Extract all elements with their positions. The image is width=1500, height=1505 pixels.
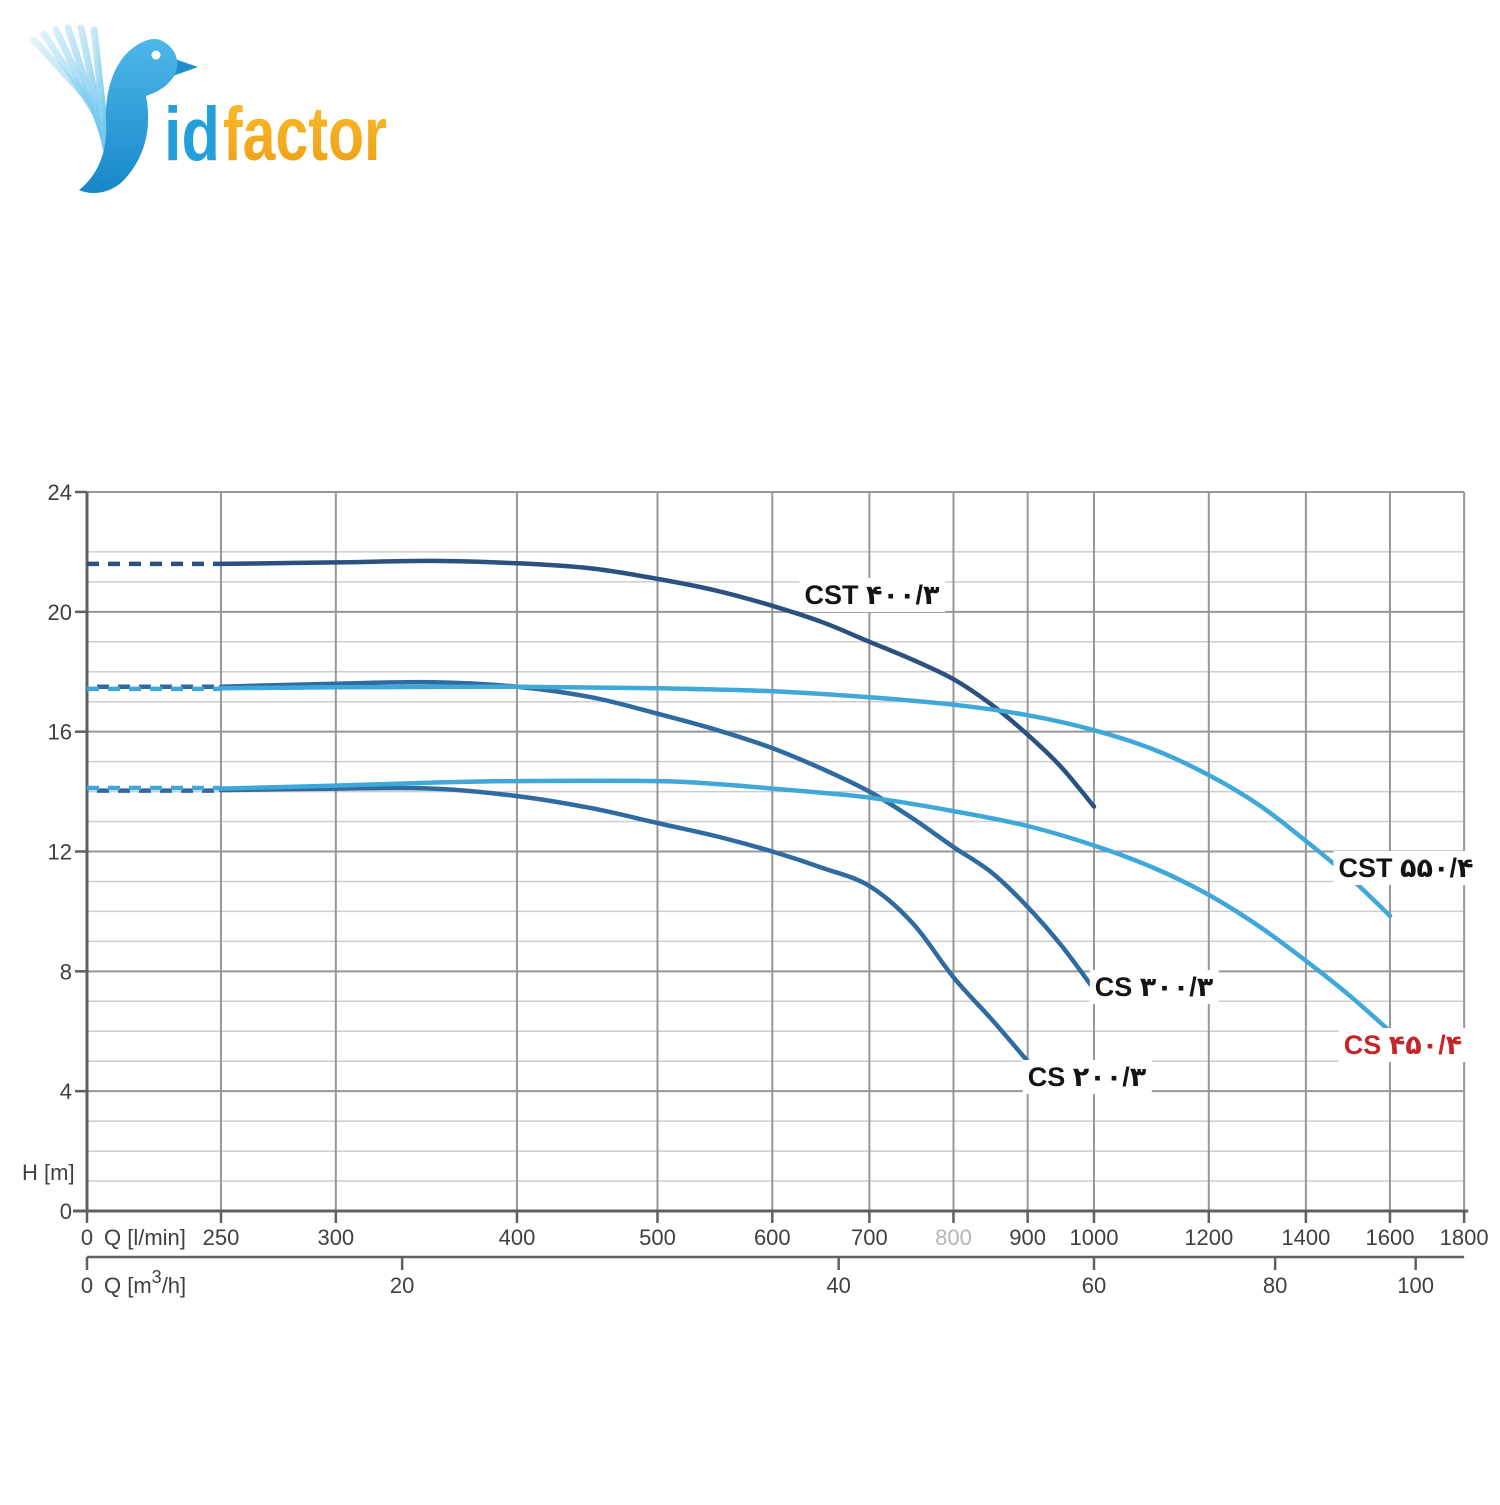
vidfactor-logo: id factor: [30, 24, 387, 194]
x-axis-unit-label: Q [l/min]: [104, 1225, 186, 1250]
x-tick-label: 1200: [1184, 1225, 1233, 1250]
curve-CST-550-4: [218, 684, 1393, 919]
x-tick-label: 800: [935, 1225, 972, 1250]
x2-tick-label: 100: [1397, 1273, 1434, 1298]
x-tick-label: 1000: [1070, 1225, 1119, 1250]
curve-label-CS-450-4: CS ۴۵۰/۴: [1344, 1030, 1462, 1060]
x2-tick-label: 80: [1263, 1273, 1287, 1298]
bird-icon: [30, 24, 198, 194]
x-tick-label: 1600: [1365, 1225, 1414, 1250]
curve-label-halo: [1022, 1060, 1152, 1094]
x-tick-label: 400: [499, 1225, 536, 1250]
x-tick-label: 500: [639, 1225, 676, 1250]
y-tick-label: 12: [48, 840, 72, 865]
x-tick-label: 900: [1009, 1225, 1046, 1250]
y-tick-label: 16: [48, 720, 72, 745]
curve-label-CST-550-4: CST ۵۵۰/۴: [1339, 853, 1474, 883]
y-tick-label: 24: [48, 480, 72, 505]
curve-label-halo: [1338, 1028, 1468, 1062]
x2-tick-label: 40: [826, 1273, 850, 1298]
x2-tick-label: 60: [1082, 1273, 1106, 1298]
x-tick-label: 1800: [1440, 1225, 1489, 1250]
curve-label-halo: [1333, 851, 1479, 885]
x2-axis-unit-label: Q [m3/h]: [104, 1267, 186, 1298]
curve-CS-300-3: [218, 679, 1097, 992]
x-tick-label: 300: [317, 1225, 354, 1250]
curve-CS-450-4: [218, 778, 1393, 1034]
curve-label-halo: [1089, 970, 1219, 1004]
x-tick-label: 700: [851, 1225, 888, 1250]
curve-label-CST-400-3: CST ۴۰۰/۳: [805, 580, 940, 610]
y-axis-unit-label: H [m]: [22, 1160, 75, 1185]
y-tick-label: 0: [60, 1199, 72, 1224]
curve-CS-200-3: [218, 785, 1030, 1064]
x2-tick-label: 20: [390, 1273, 414, 1298]
x-tick-label: 600: [754, 1225, 791, 1250]
x-tick-label: 250: [203, 1225, 240, 1250]
x-tick-label: 0: [81, 1225, 93, 1250]
x2-tick-label: 0: [81, 1273, 93, 1298]
y-tick-label: 8: [60, 959, 72, 984]
curve-CST-400-3: [218, 558, 1097, 809]
logo-text-factor: factor: [223, 92, 387, 177]
y-tick-label: 20: [48, 600, 72, 625]
logo-text-id: id: [164, 92, 220, 177]
curve-label-halo: [799, 578, 945, 612]
y-tick-label: 4: [60, 1079, 72, 1104]
x-tick-label: 1400: [1281, 1225, 1330, 1250]
curve-label-CS-300-3: CS ۳۰۰/۳: [1095, 972, 1214, 1002]
curve-label-CS-200-3: CS ۲۰۰/۳: [1028, 1062, 1147, 1092]
